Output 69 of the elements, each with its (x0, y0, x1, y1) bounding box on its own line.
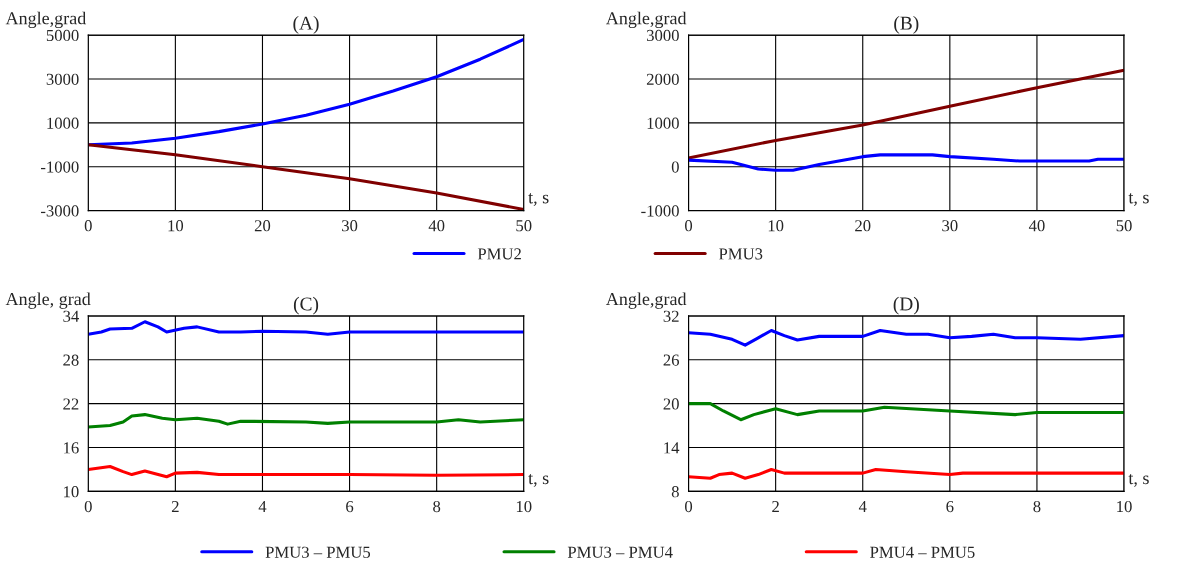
x-tick-label: 0 (84, 220, 92, 232)
y-tick-label: 16 (64, 442, 79, 454)
y-tick-label: 1000 (647, 117, 679, 129)
y-tick-label: 8 (671, 486, 679, 498)
x-tick-label: 10 (768, 220, 784, 232)
y-tick-label: 14 (664, 442, 680, 454)
y-tick-label: 3000 (46, 73, 79, 85)
legend-label: PMU2 (477, 248, 521, 260)
line-series (688, 402, 1125, 422)
x-tick-label: 4 (858, 501, 867, 512)
y-tick-label: 1000 (47, 117, 79, 129)
y-tick-label: 5000 (46, 29, 79, 42)
y-tick-label: 26 (663, 354, 680, 366)
y-tick-label: 28 (63, 354, 79, 366)
y-tick-label: -1000 (641, 205, 679, 217)
y-tick-label: 10 (64, 486, 79, 498)
x-tick-label: 20 (254, 220, 271, 232)
y-axis-title: Angle,grad (605, 292, 687, 309)
line-series (688, 467, 1125, 480)
x-tick-label: 10 (168, 220, 184, 232)
x-tick-label: 0 (685, 220, 693, 232)
x-tick-label: 2 (772, 500, 779, 512)
x-tick-label: 8 (1033, 500, 1041, 513)
y-axis-title: Angle,grad (5, 11, 87, 29)
x-tick-label: 50 (1116, 220, 1132, 232)
chart-title: (A) (293, 16, 319, 34)
y-tick-label: 34 (63, 310, 79, 322)
x-tick-label: 4 (258, 501, 267, 512)
line-series (688, 68, 1125, 160)
x-tick-label: 0 (84, 500, 92, 513)
x-tick-label: 40 (428, 220, 445, 232)
x-tick-label: 30 (942, 220, 958, 232)
y-tick-label: 2000 (646, 73, 679, 85)
y-tick-label: 20 (663, 398, 679, 410)
x-axis-title: t, s (528, 193, 549, 207)
y-tick-label: 0 (671, 161, 679, 173)
x-axis-title: t, s (1128, 473, 1149, 487)
legend-label: PMU3 – PMU4 (567, 546, 673, 558)
y-tick-label: 22 (63, 398, 79, 410)
x-tick-label: 20 (855, 220, 871, 232)
x-tick-label: 40 (1028, 220, 1045, 232)
y-axis-title: Angle, grad (5, 292, 91, 309)
chart-title: (C) (293, 296, 319, 315)
y-tick-label: 3000 (646, 29, 679, 42)
y-tick-label: 32 (663, 310, 679, 322)
line-series (88, 465, 524, 479)
x-tick-label: 6 (946, 500, 954, 513)
x-tick-label: 10 (516, 500, 532, 513)
x-tick-label: 30 (342, 220, 358, 232)
line-series (688, 153, 1125, 172)
x-tick-label: 2 (171, 500, 179, 512)
chart-title: (B) (894, 16, 919, 34)
y-tick-label: -1000 (40, 161, 79, 173)
legend-label: PMU3 (718, 248, 763, 260)
line-series (688, 328, 1125, 347)
x-tick-label: 0 (685, 500, 693, 513)
y-tick-label: -3000 (40, 205, 79, 217)
x-tick-label: 10 (1117, 500, 1132, 513)
y-axis-title: Angle,grad (605, 11, 687, 29)
line-series (88, 413, 524, 429)
x-tick-label: 6 (346, 500, 354, 513)
x-axis-title: t, s (1128, 193, 1149, 207)
chart-title: (D) (893, 296, 919, 315)
x-tick-label: 8 (433, 500, 441, 513)
line-series (88, 320, 524, 336)
legend-label: PMU3 – PMU5 (265, 546, 371, 558)
x-axis-title: t, s (528, 473, 549, 487)
x-tick-label: 50 (516, 220, 532, 232)
legend-label: PMU4 – PMU5 (870, 546, 975, 558)
